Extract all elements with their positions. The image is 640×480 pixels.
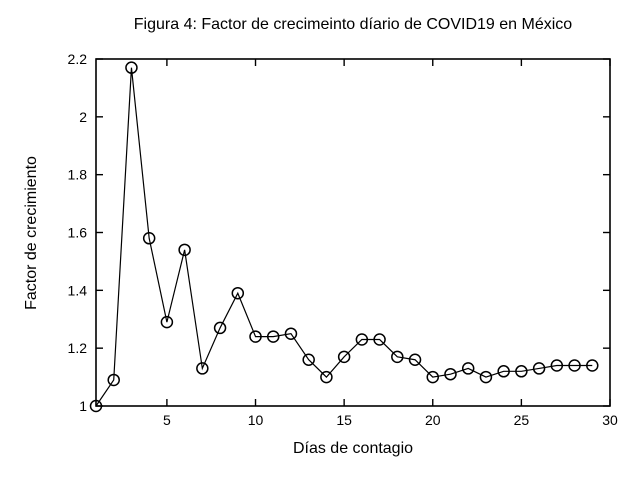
data-point-marker bbox=[266, 330, 280, 343]
data-point-marker bbox=[89, 399, 103, 413]
x-tick-label: 10 bbox=[248, 412, 264, 428]
data-point-marker bbox=[196, 362, 209, 375]
y-tick-label: 1.2 bbox=[68, 340, 88, 356]
data-point-marker bbox=[320, 370, 333, 384]
x-tick-label: 20 bbox=[425, 412, 441, 428]
data-point-marker bbox=[160, 315, 174, 329]
data-point-marker bbox=[568, 359, 581, 372]
data-point-marker bbox=[479, 370, 493, 384]
data-point-marker bbox=[426, 370, 440, 384]
x-tick-label: 25 bbox=[514, 412, 530, 428]
data-point-marker bbox=[444, 367, 457, 381]
data-point-marker bbox=[142, 232, 156, 245]
data-point-marker bbox=[408, 353, 422, 366]
data-point-marker bbox=[125, 61, 138, 74]
y-tick-label: 2.2 bbox=[68, 51, 88, 67]
y-tick-label: 1.8 bbox=[68, 167, 88, 183]
y-tick-label: 1 bbox=[79, 398, 87, 414]
y-tick-label: 2 bbox=[79, 109, 87, 125]
data-point-marker bbox=[355, 333, 369, 346]
data-point-marker bbox=[231, 286, 245, 300]
data-point-marker bbox=[391, 350, 404, 364]
y-axis-label: Factor de crecimiento bbox=[23, 156, 40, 310]
data-series-line bbox=[95, 67, 593, 407]
data-point-marker bbox=[337, 350, 351, 364]
data-point-marker bbox=[550, 359, 564, 372]
x-axis-label: Días de contagio bbox=[293, 440, 413, 457]
data-point-marker bbox=[178, 243, 191, 257]
x-tick-label: 15 bbox=[336, 412, 352, 428]
chart-title: Figura 4: Factor de crecimeinto díario d… bbox=[134, 16, 573, 33]
data-point-marker bbox=[461, 362, 475, 375]
x-tick-label: 5 bbox=[163, 412, 171, 428]
data-point-marker bbox=[497, 365, 510, 378]
plot-area: 5 10 15 20 25 30 1 1.2 1.4 1.6 1.8 2 2.2 bbox=[68, 51, 618, 428]
data-point-marker bbox=[107, 373, 120, 387]
data-point-marker bbox=[373, 333, 386, 346]
data-point-marker bbox=[515, 365, 528, 378]
y-tick-label: 1.6 bbox=[68, 225, 88, 241]
data-point-marker bbox=[213, 321, 227, 335]
x-tick-label: 30 bbox=[602, 412, 618, 428]
data-point-marker bbox=[532, 362, 546, 375]
data-point-marker bbox=[302, 353, 315, 366]
data-point-marker bbox=[284, 327, 298, 340]
data-point-marker bbox=[249, 330, 262, 343]
plot-frame bbox=[95, 58, 611, 407]
data-point-marker bbox=[586, 359, 599, 372]
y-tick-label: 1.4 bbox=[68, 282, 88, 298]
